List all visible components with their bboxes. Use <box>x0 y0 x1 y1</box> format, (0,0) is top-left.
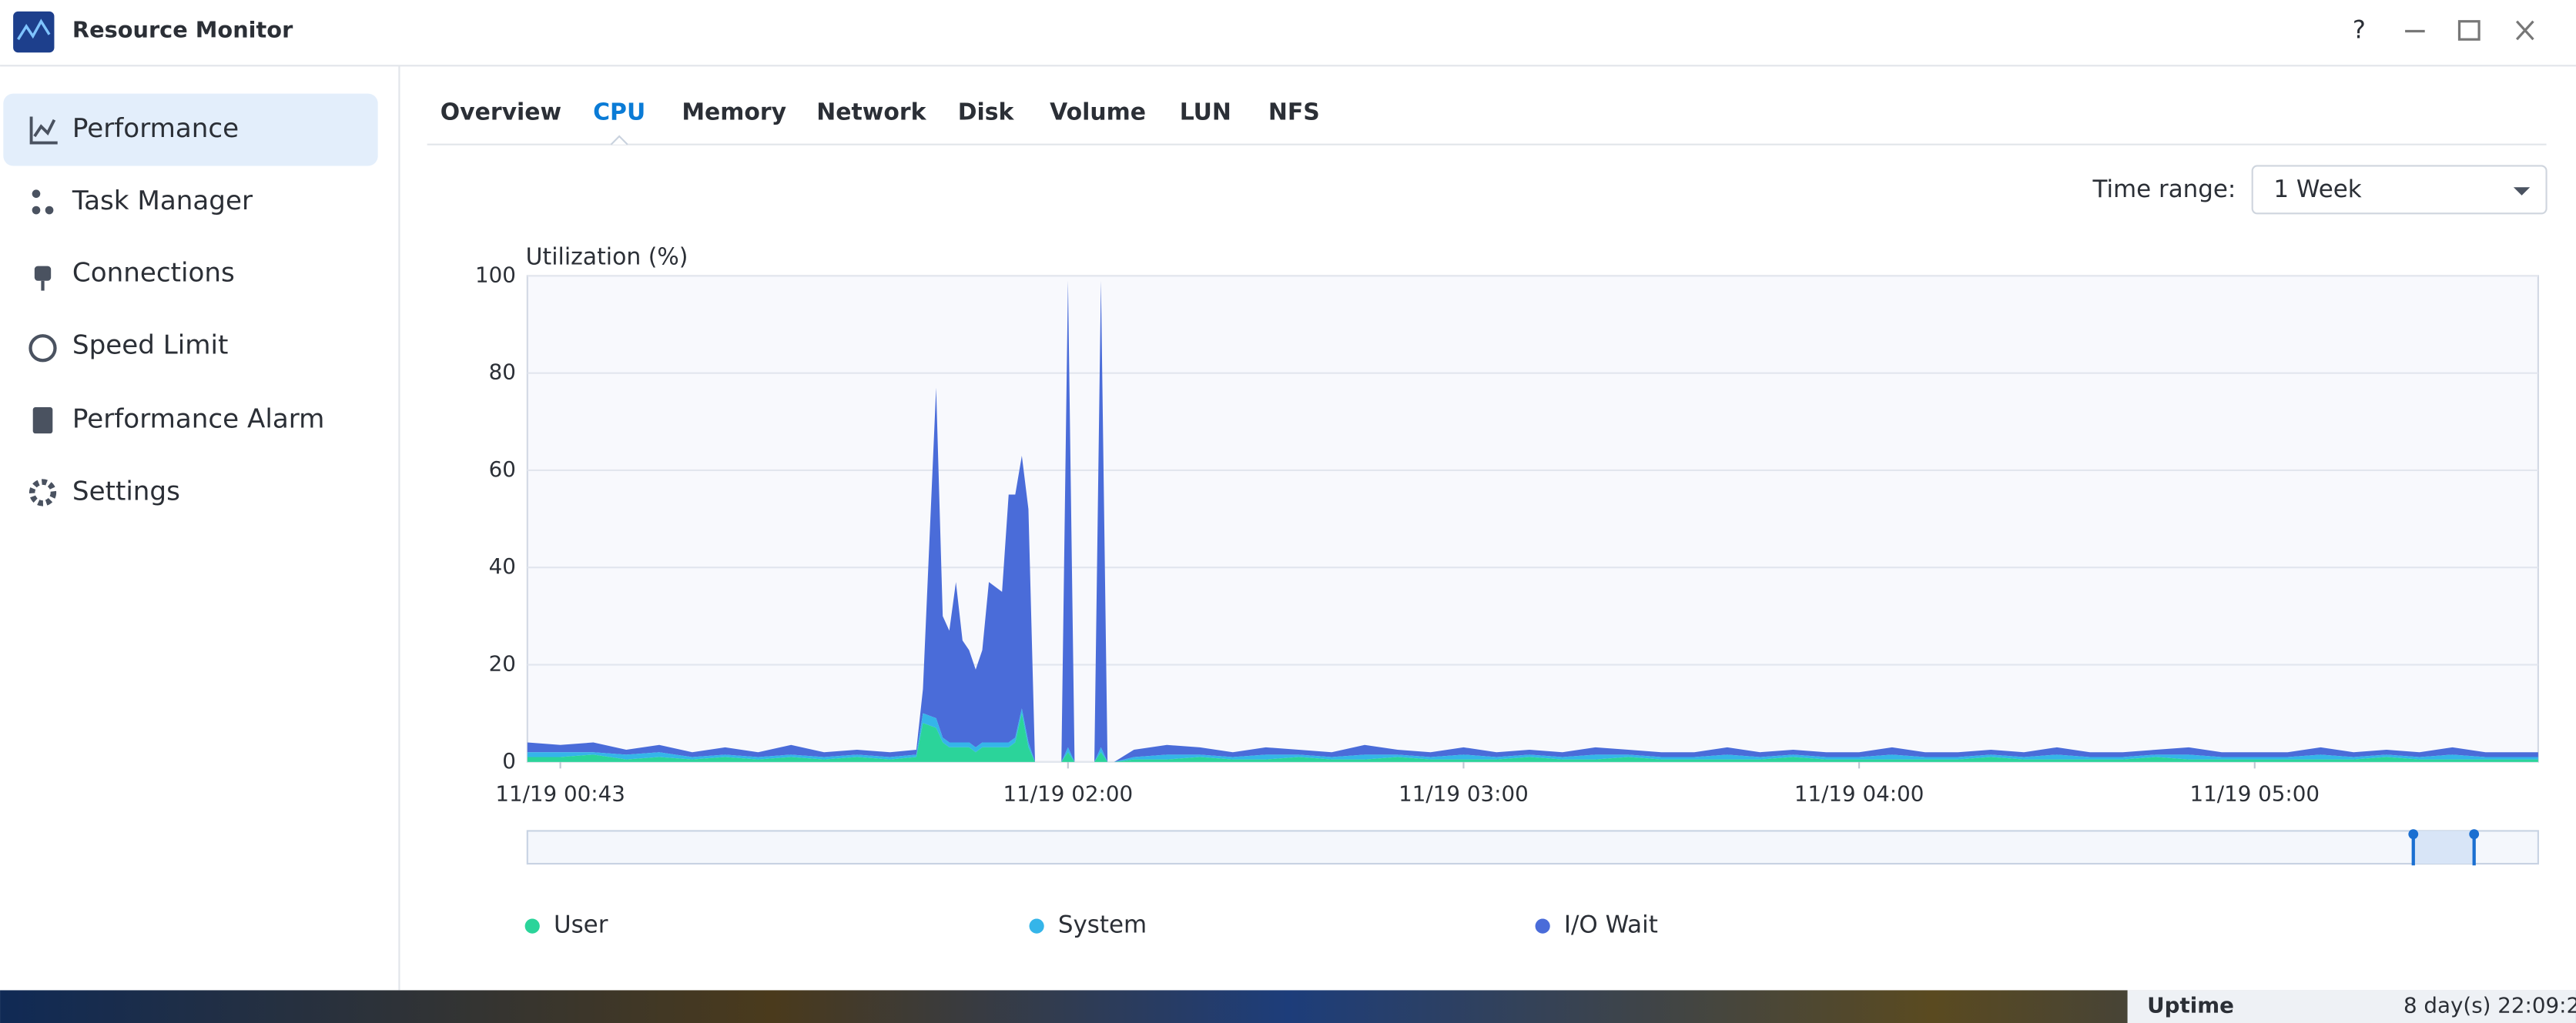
tab[interactable]: Network <box>816 99 926 126</box>
plot-area <box>526 275 2539 763</box>
x-tick-label: 11/19 00:43 <box>495 781 625 806</box>
x-tick-label: 11/19 04:00 <box>1794 781 1924 806</box>
help-button[interactable]: ? <box>2353 15 2366 45</box>
x-tick-label: 11/19 05:00 <box>2189 781 2320 806</box>
icon-performance <box>29 116 58 145</box>
icon-connections <box>34 266 52 281</box>
y-tick-label: 80 <box>489 359 516 385</box>
legend-marker[interactable] <box>1535 918 1550 934</box>
sidebar-item[interactable]: Speed Limit <box>72 330 228 361</box>
y-tick-label: 60 <box>489 456 516 482</box>
legend-marker[interactable] <box>524 918 540 934</box>
tab[interactable]: Disk <box>958 99 1015 126</box>
icon-alarm <box>32 407 53 434</box>
navigator[interactable] <box>526 830 2539 865</box>
sidebar-item[interactable]: Performance <box>72 113 239 144</box>
y-axis-title: Utilization (%) <box>526 243 688 270</box>
icon-connections <box>41 280 45 291</box>
sidebar-item[interactable]: Task Manager <box>72 186 253 216</box>
icon-task <box>45 206 54 215</box>
legend-label[interactable]: I/O Wait <box>1564 911 1658 939</box>
close-button[interactable] <box>2515 20 2534 41</box>
tab[interactable]: Overview <box>440 99 561 126</box>
app-icon-graph <box>17 18 51 41</box>
icon-task <box>32 189 41 199</box>
time-range-select[interactable] <box>2251 165 2548 215</box>
navigator-handle-knob[interactable] <box>2469 829 2480 840</box>
navigator-handle-knob[interactable] <box>2408 829 2419 840</box>
x-tick-label: 11/19 03:00 <box>1399 781 1529 806</box>
area <box>527 713 2538 762</box>
sidebar-item[interactable]: Connections <box>72 258 235 289</box>
legend-label[interactable]: System <box>1058 911 1147 939</box>
maximize-button[interactable] <box>2457 20 2481 41</box>
tab[interactable]: LUN <box>1180 99 1231 126</box>
tab[interactable]: NFS <box>1268 99 1320 126</box>
tab-indicator <box>610 135 628 145</box>
y-tick-label: 40 <box>489 553 516 579</box>
area <box>527 280 2538 762</box>
dropdown-arrow <box>2513 187 2531 196</box>
tab[interactable]: Volume <box>1050 99 1146 126</box>
widget-label: Uptime <box>2147 993 2234 1018</box>
window-title: Resource Monitor <box>72 17 293 43</box>
icon-task <box>32 206 41 215</box>
navigator-selection[interactable] <box>2413 831 2474 864</box>
y-tick-label: 20 <box>489 651 516 677</box>
tab[interactable]: CPU <box>593 99 645 126</box>
time-range-value: 1 Week <box>2273 176 2361 203</box>
area <box>527 708 2538 762</box>
sidebar-item[interactable]: Performance Alarm <box>72 404 325 435</box>
legend-label[interactable]: User <box>554 911 608 939</box>
uptime-widget <box>2127 990 2576 1023</box>
sidebar-active <box>3 93 378 166</box>
x-tick-label: 11/19 02:00 <box>1003 781 1134 806</box>
icon-settings <box>28 479 57 506</box>
time-range-label: Time range: <box>2092 176 2236 203</box>
sidebar-icons <box>28 116 58 506</box>
y-tick-label: 0 <box>502 748 516 774</box>
legend-marker[interactable] <box>1029 918 1044 934</box>
y-tick-label: 100 <box>475 262 516 287</box>
widget-value: 8 day(s) 22:09:2 <box>2403 993 2576 1018</box>
sidebar-item[interactable]: Settings <box>72 476 180 506</box>
tab[interactable]: Memory <box>682 99 786 126</box>
icon-speed <box>28 334 57 363</box>
